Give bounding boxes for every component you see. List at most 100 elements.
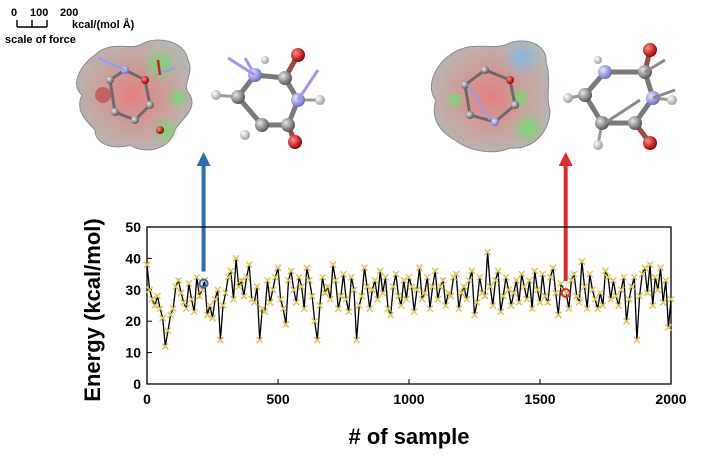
data-point bbox=[581, 283, 589, 291]
data-point bbox=[402, 295, 410, 303]
data-point bbox=[515, 298, 523, 306]
data-point bbox=[636, 292, 644, 300]
data-point bbox=[400, 276, 408, 284]
scale-tick-label-100: 100 bbox=[30, 7, 48, 19]
data-point bbox=[649, 301, 657, 310]
data-point bbox=[512, 276, 520, 284]
data-point bbox=[190, 308, 198, 316]
data-point bbox=[347, 273, 355, 281]
data-point bbox=[541, 292, 549, 300]
data-point bbox=[263, 276, 272, 284]
data-point bbox=[300, 305, 308, 313]
x-tick-label: 1500 bbox=[524, 391, 555, 407]
data-point bbox=[279, 305, 287, 313]
data-point bbox=[497, 308, 505, 316]
data-point bbox=[298, 283, 306, 291]
x-axis: 0 500 1000 1500 2000 bbox=[143, 379, 687, 407]
data-point bbox=[193, 273, 201, 281]
data-point bbox=[321, 289, 329, 297]
data-point bbox=[481, 292, 489, 300]
x-axis-title: # of sample bbox=[348, 424, 469, 449]
data-point bbox=[326, 295, 334, 303]
data-point bbox=[599, 301, 607, 310]
data-point bbox=[439, 276, 447, 284]
data-point bbox=[271, 273, 279, 281]
data-point bbox=[620, 273, 628, 281]
data-point bbox=[353, 336, 361, 344]
data-point bbox=[410, 308, 418, 316]
data-point bbox=[604, 273, 612, 281]
data-point bbox=[423, 273, 431, 281]
x-tick-label: 1000 bbox=[393, 391, 424, 407]
data-point bbox=[358, 292, 366, 300]
data-point bbox=[329, 261, 337, 269]
y-tick-label: 30 bbox=[125, 282, 141, 298]
energy-series bbox=[143, 248, 675, 350]
data-point bbox=[172, 283, 180, 291]
data-point bbox=[460, 283, 468, 291]
data-point bbox=[195, 292, 203, 300]
data-point bbox=[476, 273, 484, 281]
data-point bbox=[531, 267, 539, 275]
data-point bbox=[185, 279, 193, 288]
data-point bbox=[308, 292, 316, 300]
data-point bbox=[232, 254, 240, 262]
data-point bbox=[368, 286, 376, 294]
data-point bbox=[384, 305, 392, 313]
data-point bbox=[578, 258, 586, 266]
data-point bbox=[536, 298, 544, 306]
data-point bbox=[355, 301, 363, 310]
data-point bbox=[360, 264, 368, 272]
highlight-point-red bbox=[560, 287, 571, 298]
data-point bbox=[431, 267, 439, 275]
data-point bbox=[292, 298, 300, 306]
data-point bbox=[546, 273, 555, 281]
data-point bbox=[667, 295, 675, 303]
x-tick-label: 0 bbox=[143, 391, 151, 407]
data-point bbox=[436, 283, 444, 291]
y-tick-label: 40 bbox=[125, 250, 141, 266]
data-point bbox=[601, 267, 610, 275]
data-point bbox=[434, 295, 442, 303]
data-point bbox=[282, 320, 290, 328]
x-tick-label: 2000 bbox=[655, 391, 686, 407]
data-point bbox=[261, 308, 269, 316]
data-point bbox=[334, 305, 342, 313]
data-point bbox=[486, 283, 494, 291]
data-point bbox=[287, 267, 295, 275]
data-point bbox=[208, 314, 217, 322]
data-point bbox=[552, 289, 560, 297]
data-point bbox=[633, 336, 641, 344]
data-point bbox=[143, 261, 151, 269]
data-point bbox=[549, 264, 557, 272]
data-point bbox=[429, 283, 437, 291]
data-point bbox=[421, 289, 429, 297]
data-point bbox=[153, 292, 162, 300]
data-point bbox=[387, 311, 395, 319]
data-point bbox=[203, 311, 211, 319]
data-point bbox=[510, 289, 518, 297]
data-point bbox=[615, 301, 623, 310]
annotation-arrows bbox=[196, 152, 573, 281]
data-point bbox=[374, 295, 382, 303]
data-point bbox=[216, 336, 224, 344]
data-point bbox=[656, 264, 665, 272]
data-point bbox=[544, 298, 552, 306]
y-tick-label: 20 bbox=[125, 313, 141, 329]
data-point bbox=[284, 276, 293, 284]
data-point bbox=[211, 295, 219, 303]
data-point bbox=[643, 289, 651, 297]
data-point bbox=[169, 305, 177, 313]
data-point bbox=[240, 292, 248, 300]
data-point bbox=[470, 311, 479, 319]
data-point bbox=[664, 323, 672, 332]
scale-tick-label-200: 200 bbox=[60, 7, 78, 19]
data-point bbox=[376, 267, 384, 275]
data-point bbox=[491, 276, 499, 284]
highlight-point-blue bbox=[198, 278, 209, 289]
scale-bar bbox=[16, 20, 48, 28]
data-point bbox=[502, 273, 510, 281]
data-point bbox=[392, 270, 400, 278]
data-point bbox=[363, 283, 371, 291]
